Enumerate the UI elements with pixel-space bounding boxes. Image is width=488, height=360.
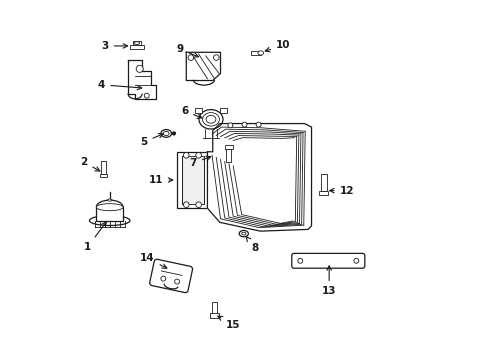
Text: 12: 12 (329, 186, 353, 195)
Bar (212, 302, 217, 314)
Circle shape (297, 258, 302, 263)
Text: 3: 3 (102, 41, 127, 51)
Circle shape (172, 132, 175, 135)
Circle shape (174, 279, 179, 284)
Circle shape (213, 55, 219, 60)
Ellipse shape (202, 113, 219, 126)
Text: 15: 15 (218, 316, 240, 330)
Bar (194, 108, 202, 113)
Bar (182, 156, 203, 204)
Bar (130, 45, 143, 49)
Ellipse shape (205, 116, 216, 123)
Text: 6: 6 (181, 106, 202, 118)
Circle shape (161, 276, 165, 281)
Ellipse shape (89, 216, 130, 225)
Text: 14: 14 (140, 253, 166, 268)
Ellipse shape (107, 199, 112, 201)
Text: 13: 13 (321, 266, 336, 296)
Text: 2: 2 (80, 157, 100, 171)
Text: 8: 8 (246, 237, 258, 253)
Circle shape (242, 122, 246, 127)
Bar (225, 149, 231, 162)
Ellipse shape (239, 230, 248, 237)
Ellipse shape (241, 232, 245, 235)
Polygon shape (128, 60, 156, 99)
Circle shape (195, 202, 201, 207)
Circle shape (136, 66, 143, 72)
Bar (132, 41, 141, 45)
Bar (250, 51, 260, 55)
Text: 10: 10 (264, 40, 290, 52)
Bar (100, 174, 107, 177)
Circle shape (144, 93, 149, 98)
Bar (96, 207, 123, 221)
Circle shape (227, 123, 232, 128)
FancyBboxPatch shape (291, 253, 364, 268)
Text: 9: 9 (176, 45, 198, 57)
Circle shape (256, 122, 261, 127)
Text: 1: 1 (84, 222, 106, 252)
Circle shape (183, 153, 189, 158)
Ellipse shape (161, 130, 171, 137)
FancyBboxPatch shape (149, 259, 192, 293)
Bar (321, 174, 326, 191)
Ellipse shape (257, 51, 263, 55)
Circle shape (183, 202, 189, 207)
Bar (176, 152, 208, 208)
Bar (224, 145, 232, 149)
Ellipse shape (199, 109, 223, 129)
Bar (210, 313, 218, 318)
Text: 7: 7 (189, 156, 210, 168)
Circle shape (188, 55, 193, 60)
Circle shape (353, 258, 358, 263)
Polygon shape (186, 52, 220, 81)
Circle shape (195, 153, 201, 158)
Ellipse shape (163, 131, 169, 136)
Bar (220, 108, 227, 113)
Polygon shape (207, 123, 311, 231)
Text: 5: 5 (140, 134, 163, 147)
Bar (319, 190, 328, 195)
Text: 11: 11 (149, 175, 172, 185)
Ellipse shape (134, 42, 140, 45)
Ellipse shape (96, 204, 123, 211)
Text: 4: 4 (98, 80, 142, 90)
Bar (101, 161, 105, 174)
